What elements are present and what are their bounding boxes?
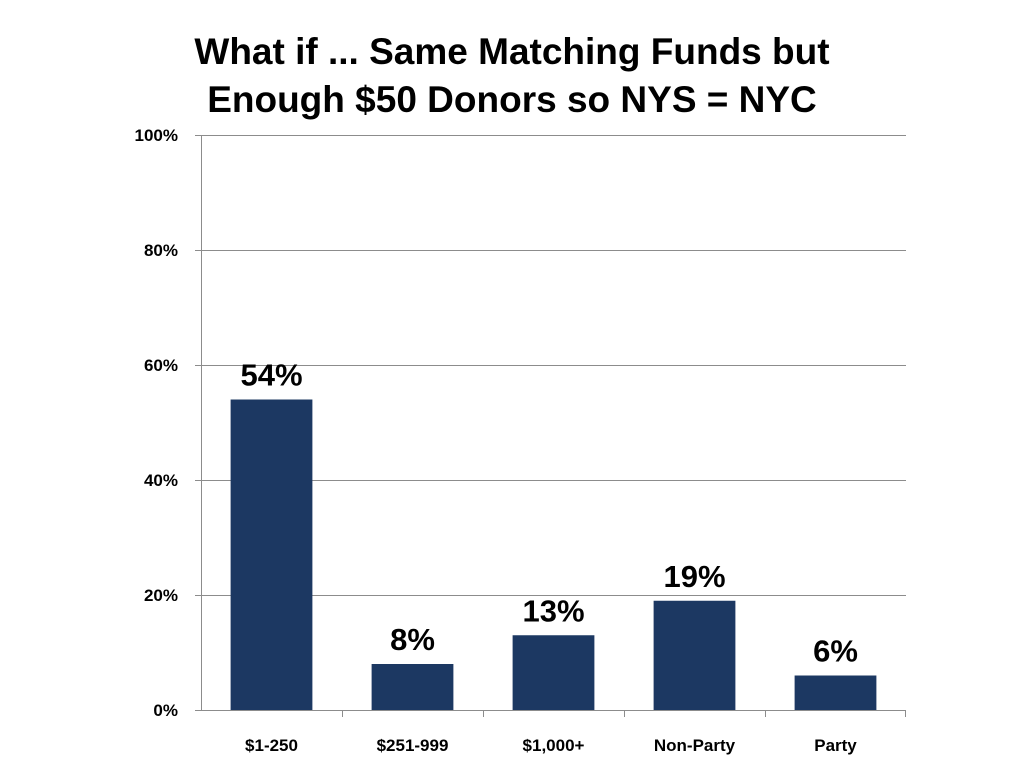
- chart-title: What if ... Same Matching Funds but Enou…: [0, 28, 1024, 124]
- bar: [371, 664, 454, 710]
- x-tick-label: $1-250: [245, 736, 298, 755]
- x-tick-label: Party: [814, 736, 857, 755]
- y-tick-label: 80%: [144, 241, 178, 260]
- y-tick-label: 100%: [135, 126, 178, 145]
- y-tick-label: 20%: [144, 586, 178, 605]
- x-tick-label: $1,000+: [523, 736, 585, 755]
- y-tick-label: 40%: [144, 471, 178, 490]
- x-tick-label: Non-Party: [654, 736, 736, 755]
- chart-title-line-2: Enough $50 Donors so NYS = NYC: [207, 79, 817, 120]
- bar: [512, 635, 595, 710]
- data-label: 8%: [390, 622, 435, 657]
- data-label: 19%: [663, 559, 725, 594]
- data-label: 6%: [813, 634, 858, 669]
- data-label: 54%: [240, 358, 302, 393]
- bar: [230, 399, 313, 710]
- bar: [794, 675, 877, 710]
- data-label: 13%: [522, 593, 584, 628]
- y-tick-label: 60%: [144, 356, 178, 375]
- bar: [653, 600, 736, 710]
- chart-title-line-1: What if ... Same Matching Funds but: [194, 31, 830, 72]
- x-tick-label: $251-999: [377, 736, 449, 755]
- y-tick-label: 0%: [153, 701, 178, 720]
